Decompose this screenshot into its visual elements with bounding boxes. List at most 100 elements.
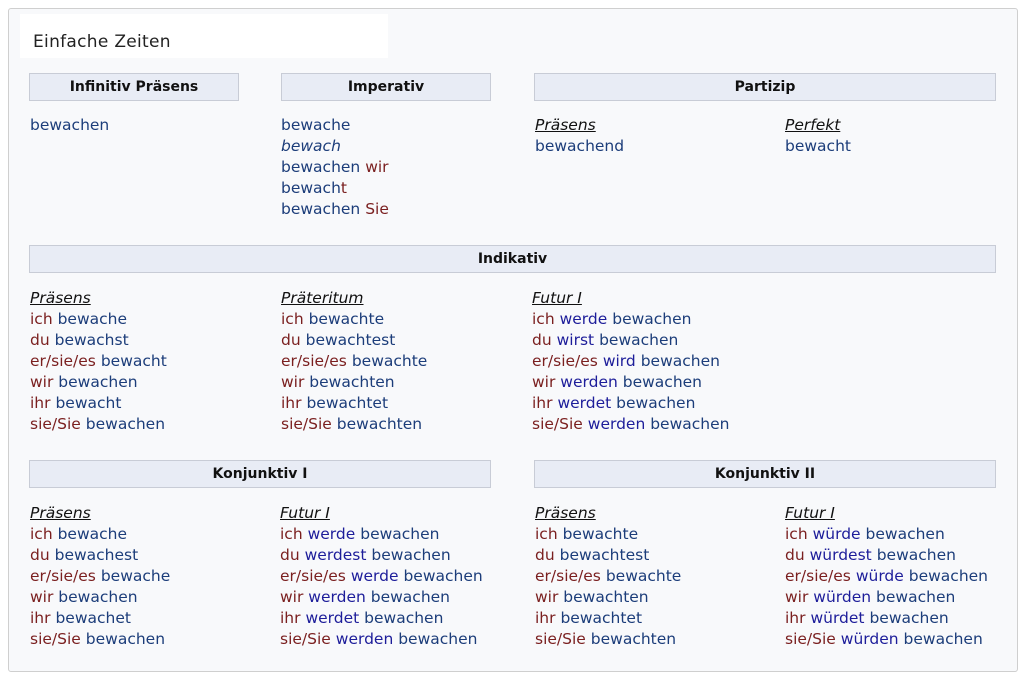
title-box [20, 14, 388, 58]
conjugation-row: er/sie/es wird bewachen [532, 351, 729, 372]
imperativ-line: bewacht [281, 178, 389, 199]
verb-form: bewachen [58, 588, 138, 606]
partizip-perfekt-column: Perfekt bewacht [785, 115, 851, 157]
verb-form: bewachen [599, 331, 679, 349]
header-indikativ: Indikativ [29, 245, 996, 273]
auxiliary-verb: würden [840, 630, 899, 648]
header-partizip: Partizip [534, 73, 996, 101]
verb-form: bewache [57, 310, 128, 328]
pronoun: du [30, 546, 50, 564]
conjugation-row: ihr würdet bewachen [785, 608, 988, 629]
pronoun: ich [785, 525, 808, 543]
verb-form: bewachte [308, 310, 385, 328]
conjugation-row: sie/Sie werden bewachen [532, 414, 729, 435]
conjugation-row: er/sie/es werde bewachen [280, 566, 483, 587]
konj2-praesens-column: Präsens ich bewachte du bewachtest er/si… [535, 503, 681, 650]
verb-form: bewachen [622, 373, 703, 391]
pronoun: sie/Sie [535, 630, 586, 648]
header-infinitiv: Infinitiv Präsens [29, 73, 239, 101]
verb-form: bewachen [371, 546, 451, 564]
verb-form: bewachen [650, 415, 730, 433]
auxiliary-verb: würde [812, 525, 861, 543]
verb-form: bewachen [85, 415, 166, 433]
pronoun: wir [535, 588, 559, 606]
conjugation-row: ihr werdet bewachen [532, 393, 729, 414]
verb-form: bewachen [398, 630, 478, 648]
pronoun: ich [535, 525, 558, 543]
conjugation-row: du bewachest [30, 545, 170, 566]
pronoun: du [281, 331, 301, 349]
pronoun: ihr [535, 609, 556, 627]
verb-form: bewachtest [559, 546, 650, 564]
header-konjunktiv-1: Konjunktiv I [29, 460, 491, 488]
conjugation-row: du bewachtest [535, 545, 681, 566]
conjugation-row: sie/Sie bewachen [30, 629, 170, 650]
verb-form: bewachtest [305, 331, 396, 349]
page-title: Einfache Zeiten [33, 32, 171, 52]
verb-form: bewachten [563, 588, 649, 606]
conjugation-row: er/sie/es würde bewachen [785, 566, 988, 587]
conjugation-row: wir würden bewachen [785, 587, 988, 608]
verb-form: bewachen [869, 609, 949, 627]
pronoun: du [280, 546, 300, 564]
partizip-perfekt-label: Perfekt [785, 116, 841, 134]
verb-form: bewachen [908, 567, 989, 585]
pronoun: t [340, 179, 347, 197]
pronoun: er/sie/es [281, 352, 347, 370]
konj1-futur1-column: Futur I ich werde bewachen du werdest be… [280, 503, 483, 650]
verb-form: bewachen [865, 525, 945, 543]
auxiliary-verb: werdest [304, 546, 367, 564]
pronoun: wir [30, 588, 54, 606]
verb-form: bewachtet [560, 609, 643, 627]
infinitiv-form: bewachen [30, 116, 110, 134]
pronoun: ich [30, 525, 53, 543]
pronoun: sie/Sie [281, 415, 332, 433]
verb-form: bewachen [612, 310, 692, 328]
conjugation-row: du werdest bewachen [280, 545, 483, 566]
pronoun: er/sie/es [785, 567, 851, 585]
imperativ-line: bewach [281, 137, 341, 155]
conjugation-row: er/sie/es bewacht [30, 351, 167, 372]
auxiliary-verb: würden [813, 588, 872, 606]
pronoun: ihr [30, 394, 51, 412]
conjugation-row: wir bewachten [281, 372, 427, 393]
verb-form: bewachst [54, 331, 129, 349]
partizip-praesens-column: Präsens bewachend [535, 115, 624, 157]
pronoun: er/sie/es [532, 352, 598, 370]
verb-form: bewachen [640, 352, 720, 370]
pronoun: ihr [532, 394, 553, 412]
conjugation-row: sie/Sie bewachten [535, 629, 681, 650]
verb-form: bewache [57, 525, 128, 543]
verb-form: bewachtet [306, 394, 389, 412]
conjugation-panel [8, 8, 1018, 672]
verb-form: bewachen [360, 525, 440, 543]
conjugation-row: sie/Sie bewachten [281, 414, 427, 435]
tense-label: Präsens [30, 289, 91, 307]
pronoun: ihr [281, 394, 302, 412]
partizip-praesens-form: bewachend [535, 137, 625, 155]
conjugation-row: ich werde bewachen [280, 524, 483, 545]
pronoun: ich [281, 310, 304, 328]
pronoun: du [30, 331, 50, 349]
pronoun: sie/Sie [785, 630, 836, 648]
conjugation-row: er/sie/es bewachte [535, 566, 681, 587]
auxiliary-verb: werdet [305, 609, 360, 627]
auxiliary-verb: werden [308, 588, 366, 606]
verb-form: bewachen [370, 588, 451, 606]
pronoun: er/sie/es [280, 567, 346, 585]
pronoun: er/sie/es [30, 567, 96, 585]
verb-form: bewachen [403, 567, 483, 585]
auxiliary-verb: werde [559, 310, 608, 328]
pronoun: er/sie/es [30, 352, 96, 370]
conjugation-row: er/sie/es bewache [30, 566, 170, 587]
pronoun: wir [532, 373, 556, 391]
pronoun: wir [365, 158, 389, 176]
header-konjunktiv-2: Konjunktiv II [534, 460, 996, 488]
pronoun: sie/Sie [30, 630, 81, 648]
auxiliary-verb: wirst [556, 331, 595, 349]
conjugation-row: ich würde bewachen [785, 524, 988, 545]
tense-label: Präsens [30, 504, 91, 522]
verb-form: bewachte [605, 567, 682, 585]
partizip-perfekt-form: bewacht [785, 137, 851, 155]
pronoun: er/sie/es [535, 567, 601, 585]
